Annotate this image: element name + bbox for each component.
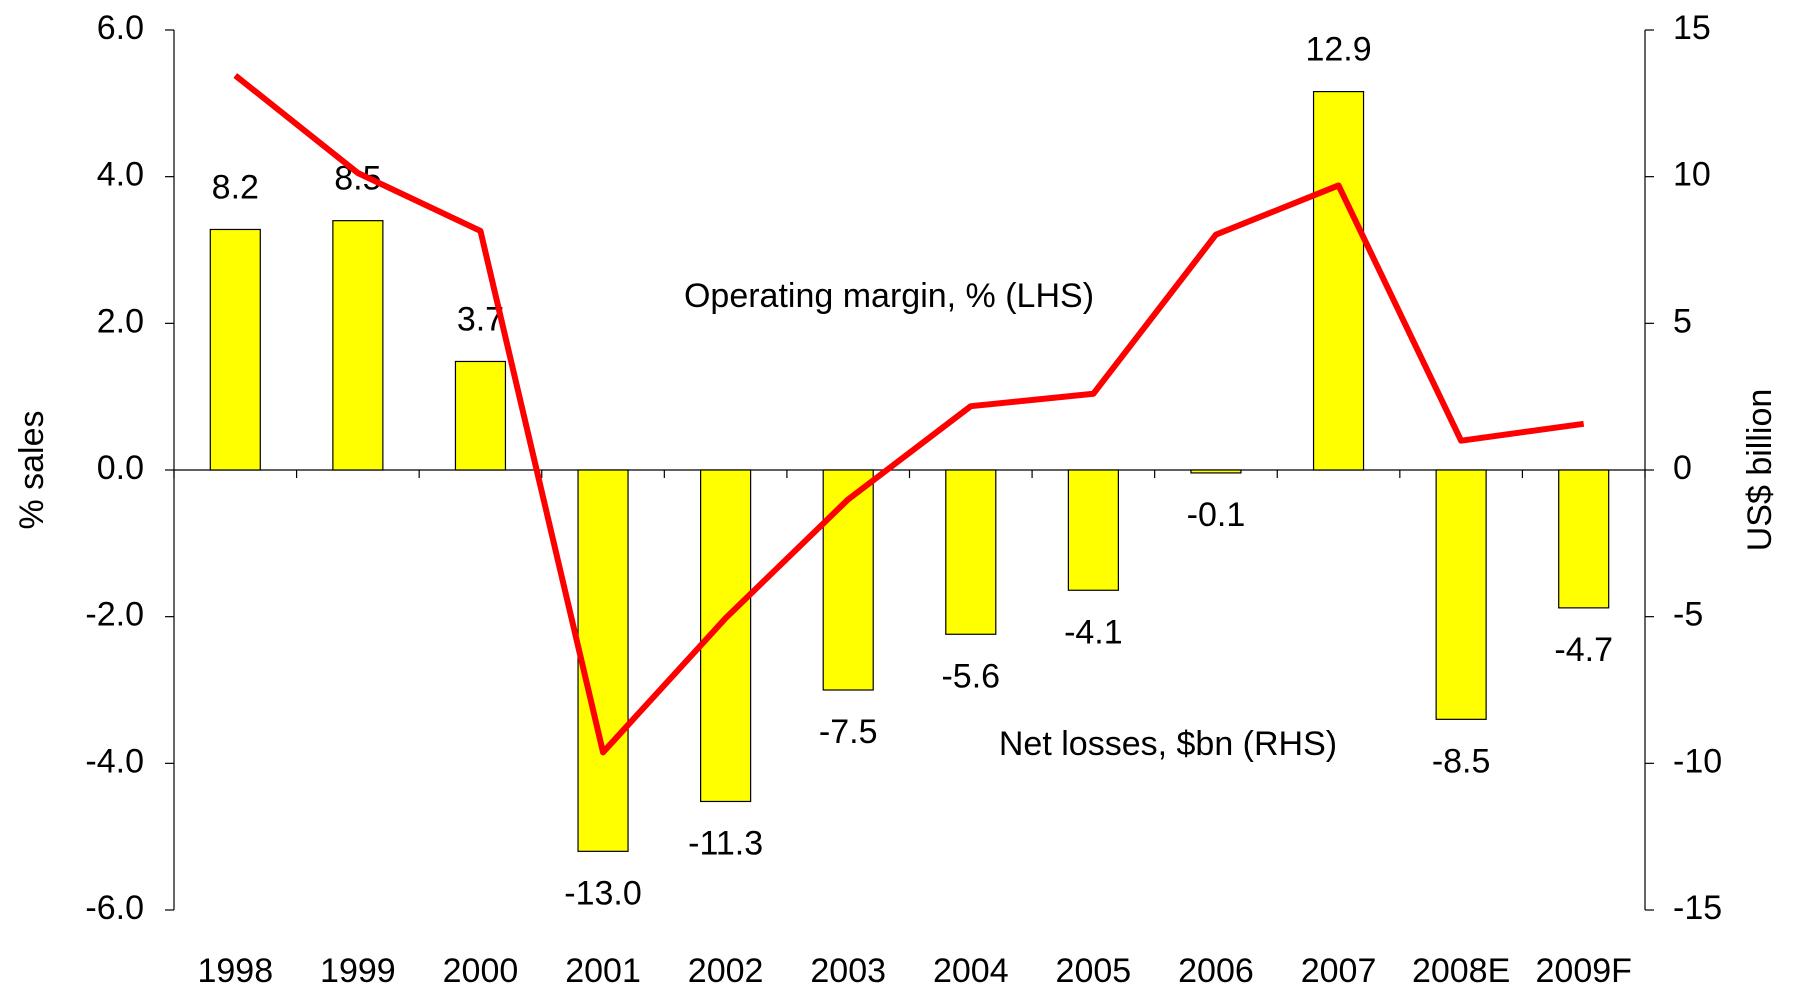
bar (1312, 90, 1365, 471)
x-tick-label: 1998 (197, 952, 273, 990)
data-label: -13.0 (564, 874, 642, 912)
y-tick-label: -4.0 (85, 742, 144, 780)
x-tick-label: 2001 (565, 952, 641, 990)
bar (1435, 469, 1487, 720)
y2-tick-label: -5 (1673, 596, 1703, 634)
y2-tick-label: 0 (1673, 449, 1692, 487)
bar (822, 469, 874, 691)
bar (1067, 469, 1119, 591)
y-tick-label: 2.0 (97, 302, 144, 340)
y-axis-label: % sales (13, 410, 51, 529)
y-tick-label: 6.0 (97, 9, 144, 47)
y-tick-label: 0.0 (97, 449, 144, 487)
bar (945, 469, 997, 635)
y-tick-label: -2.0 (85, 596, 144, 634)
annotation: Net losses, $bn (RHS) (999, 725, 1337, 763)
data-label: -0.1 (1187, 496, 1246, 534)
y-tick-label: 4.0 (97, 156, 144, 194)
x-tick-label: 2008E (1412, 952, 1510, 990)
y2-tick-label: 15 (1673, 9, 1711, 47)
bar (332, 220, 384, 471)
data-label: -8.5 (1432, 742, 1491, 780)
y2-axis-label: US$ billion (1741, 389, 1779, 552)
data-label: -4.7 (1554, 631, 1613, 669)
x-tick-label: 2000 (443, 952, 519, 990)
y2-tick-label: -15 (1673, 889, 1722, 927)
x-tick-label: 2002 (688, 952, 764, 990)
x-tick-label: 2003 (810, 952, 886, 990)
y2-tick-label: 5 (1673, 302, 1692, 340)
data-label: -5.6 (941, 657, 1000, 695)
y2-tick-label: -10 (1673, 742, 1722, 780)
x-tick-label: 1999 (320, 952, 396, 990)
bar (454, 360, 507, 471)
data-label: -4.1 (1064, 613, 1123, 651)
data-label: 12.9 (1305, 31, 1371, 69)
annotation: Operating margin, % (LHS) (684, 277, 1094, 315)
data-label: 8.2 (212, 168, 259, 206)
y2-tick-label: 10 (1673, 156, 1711, 194)
y-tick-label: -6.0 (85, 889, 144, 927)
x-tick-label: 2005 (1056, 952, 1132, 990)
line (233, 73, 1585, 756)
x-tick-label: 2004 (933, 952, 1009, 990)
x-tick-label: 2009F (1536, 952, 1632, 990)
bar (1190, 469, 1242, 474)
bar (209, 228, 261, 471)
x-tick-label: 2006 (1178, 952, 1254, 990)
data-label: -11.3 (688, 824, 763, 862)
bar (1558, 469, 1610, 609)
data-label: -7.5 (819, 713, 878, 751)
x-tick-label: 2007 (1301, 952, 1377, 990)
bar (577, 469, 629, 852)
